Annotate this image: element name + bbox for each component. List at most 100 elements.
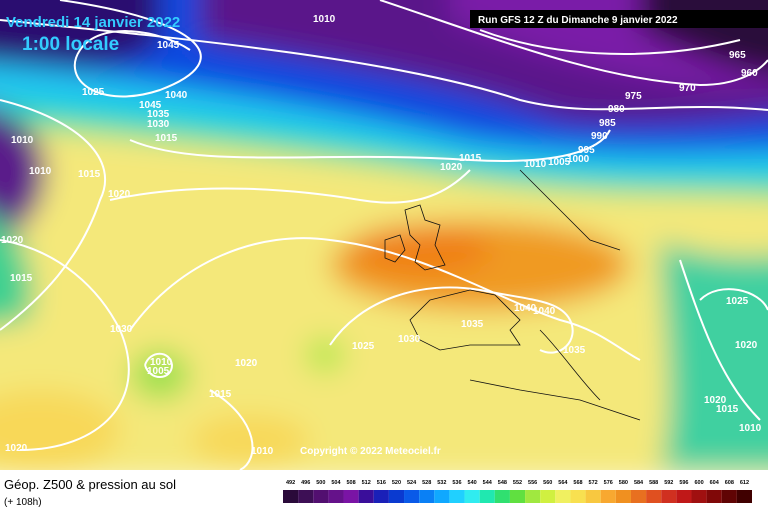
copyright: Copyright © 2022 Meteociel.fr	[300, 446, 441, 457]
colorbar-tick: 568	[573, 480, 582, 486]
isobar-label: 1020	[704, 395, 727, 406]
isobar-label: 1020	[235, 358, 258, 369]
isobar-label: 1030	[398, 334, 421, 345]
isobar-label: 1040	[533, 306, 556, 317]
isobar-label: 1030	[110, 324, 133, 335]
colorbar-tick: 604	[710, 480, 720, 486]
colorbar-tick: 536	[452, 480, 461, 486]
colorbar-tick: 572	[589, 480, 598, 486]
colorbar-tick: 576	[604, 480, 613, 486]
isobar-labels: 1010104510401045103510301015102510101010…	[1, 14, 762, 457]
isobar-label: 1020	[108, 189, 131, 200]
isobar-label: 1010	[11, 135, 34, 146]
isobar-label: 1035	[461, 319, 484, 330]
colorbar-swatch	[630, 490, 647, 503]
isobar-label: 1025	[82, 87, 105, 98]
colorbar-tick: 600	[694, 480, 703, 486]
isobar-label: 1025	[352, 341, 375, 352]
colorbar-tick: 520	[392, 480, 401, 486]
colorbar-swatch	[706, 490, 722, 503]
colorbar-tick: 500	[316, 480, 325, 486]
isobar-label: 1040	[165, 90, 188, 101]
isobar-label: 995	[578, 145, 595, 156]
colorbar-tick: 608	[725, 480, 734, 486]
colorbar-tick: 524	[407, 480, 417, 486]
colorbar: 492 496 500 504 508 512 516 520 524 528 532 536 540 5…	[283, 480, 752, 503]
isobars	[0, 0, 768, 470]
colorbar-swatch	[691, 490, 707, 503]
colorbar-swatch	[646, 490, 662, 503]
date-label: Vendredi 14 janvier 2022	[6, 14, 180, 31]
colorbar-swatch	[509, 490, 526, 503]
isobar-label: 965	[729, 50, 746, 61]
colorbar-tick: 532	[437, 480, 446, 486]
run-label: Run GFS 12 Z du Dimanche 9 janvier 2022	[478, 15, 678, 26]
isobar-label: 975	[625, 91, 642, 102]
isobar-label: 1045	[139, 100, 162, 111]
geopotential-field	[0, 0, 768, 480]
colorbar-swatch	[328, 490, 344, 503]
colorbar-swatch	[449, 490, 465, 503]
colorbar-tick: 560	[543, 480, 552, 486]
colorbar-swatch	[736, 490, 752, 503]
colorbar-swatch	[464, 490, 480, 503]
colorbar-tick: 548	[498, 480, 507, 486]
colorbar-tick: 504	[331, 480, 341, 486]
isobar-label: 980	[608, 104, 625, 115]
colorbar-swatch	[721, 490, 737, 503]
colorbar-tick: 580	[619, 480, 628, 486]
isobar-label: 1030	[147, 119, 170, 130]
isobar-label: 1015	[716, 404, 739, 415]
colorbar-swatch	[555, 490, 571, 503]
colorbar-swatch	[404, 490, 420, 503]
isobar-label: 1015	[209, 389, 232, 400]
colorbar-tick: 556	[528, 480, 537, 486]
colorbar-swatch	[661, 490, 677, 503]
isobar-label: 1010	[524, 159, 547, 170]
time-label: 1:00 locale	[22, 34, 119, 55]
colorbar-swatch	[313, 490, 329, 503]
colorbar-tick: 588	[649, 480, 658, 486]
coastlines	[384, 169, 641, 421]
isobar-label: 1000	[567, 154, 590, 165]
isobar-label: 960	[741, 68, 758, 79]
colorbar-tick: 492	[286, 480, 295, 486]
isobar-label: 1040	[514, 303, 537, 314]
footer-lead: (+ 108h)	[4, 497, 42, 508]
colorbar-swatch	[585, 490, 601, 503]
colorbar-tick: 564	[558, 480, 568, 486]
isobar-label: 1020	[440, 162, 463, 173]
colorbar-tick: 508	[346, 480, 355, 486]
isobar-label: 1025	[726, 296, 749, 307]
isobar-label: 1020	[735, 340, 758, 351]
colorbar-swatch	[419, 490, 435, 503]
colorbar-swatch	[615, 490, 631, 503]
colorbar-swatch	[298, 490, 314, 503]
colorbar-swatch	[358, 490, 374, 503]
isobar-label: 1010	[29, 166, 52, 177]
isobar-label: 985	[599, 118, 616, 129]
isobar-label: 1015	[10, 273, 33, 284]
colorbar-swatch	[479, 490, 495, 503]
colorbar-tick: 528	[422, 480, 431, 486]
colorbar-tick: 544	[483, 480, 493, 486]
colorbar-tick: 540	[468, 480, 477, 486]
isobar-label: 1035	[563, 345, 586, 356]
colorbar-swatch	[373, 490, 389, 503]
isobar-label: 1010	[251, 446, 274, 457]
isobar-label: 1045	[157, 40, 180, 51]
colorbar-swatch	[570, 490, 586, 503]
isobar-label: 1020	[5, 443, 28, 454]
colorbar-swatch	[388, 490, 405, 503]
colorbar-tick: 596	[679, 480, 688, 486]
colorbar-swatch	[525, 490, 541, 503]
colorbar-tick: 552	[513, 480, 522, 486]
isobar-label: 1015	[155, 133, 178, 144]
isobar-label: 1015	[459, 153, 482, 164]
colorbar-swatch	[540, 490, 556, 503]
isobar-label: 1010	[739, 423, 762, 434]
isobar-label: 1035	[147, 109, 170, 120]
footer-title: Géop. Z500 & pression au sol	[4, 477, 176, 492]
